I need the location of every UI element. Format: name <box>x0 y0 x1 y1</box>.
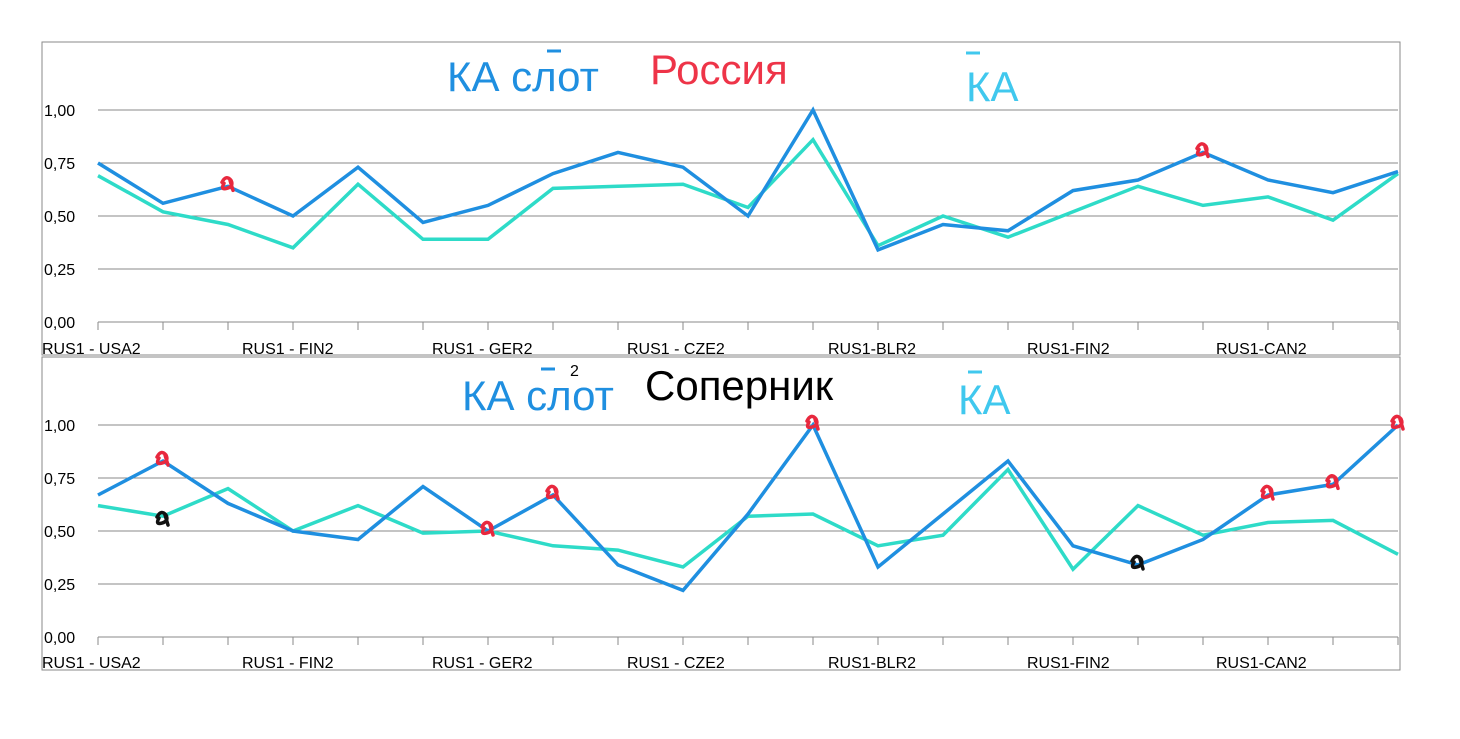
bottom-y-tick-label: 1,00 <box>44 418 75 435</box>
bottom-x-tick-label: RUS1 - USA2 <box>42 655 141 672</box>
bottom-annotation-mark <box>155 510 170 527</box>
top-x-tick-label: RUS1 - USA2 <box>42 341 141 358</box>
bottom-annotation-stroke <box>480 520 495 537</box>
bottom-annotation-stroke <box>545 484 560 501</box>
bottom-x-tick-label: RUS1 - GER2 <box>432 655 533 672</box>
bottom-x-tick-label: RUS1-BLR2 <box>828 655 916 672</box>
top-annotation-mark <box>220 176 235 193</box>
top-annotation-mark <box>1195 142 1210 159</box>
bottom-title-superscript: 2 <box>570 363 579 380</box>
top-title-ka-avg: КА <box>966 63 1018 110</box>
bottom-x-tick-label: RUS1 - FIN2 <box>242 655 334 672</box>
bottom-x-tick-label: RUS1 - CZE2 <box>627 655 725 672</box>
bottom-annotation-mark <box>1130 554 1145 571</box>
bottom-x-tick-label: RUS1-FIN2 <box>1027 655 1110 672</box>
bottom-y-tick-label: 0,75 <box>44 471 75 488</box>
bottom-annotation-mark <box>1260 484 1275 501</box>
bottom-y-tick-label: 0,50 <box>44 524 75 541</box>
top-annotation-stroke <box>220 176 235 193</box>
bottom-annotation-stroke <box>1130 554 1145 571</box>
bottom-plot-area: 0,00 0,25 0,50 0,75 1,00 RUS1 - USA2 RUS1 - FI… <box>42 414 1405 672</box>
top-series-ka-avg <box>97 136 1400 250</box>
top-y-tick-label: 0,50 <box>44 209 75 226</box>
top-x-tick-label: RUS1 - FIN2 <box>242 341 334 358</box>
top-title-ka-slot: КА слот <box>447 53 599 100</box>
top-x-tick-label: RUS1 - CZE2 <box>627 341 725 358</box>
top-x-tick-label: RUS1-CAN2 <box>1216 341 1307 358</box>
bottom-annotation-stroke <box>1390 414 1405 431</box>
top-x-tick-label: RUS1-FIN2 <box>1027 341 1110 358</box>
bottom-series-ka-slot <box>97 421 1400 593</box>
bottom-annotation-stroke <box>1260 484 1275 501</box>
bottom-title-opponent: Соперник <box>645 362 834 409</box>
top-y-tick-label: 0,25 <box>44 262 75 279</box>
bottom-x-tick-label: RUS1-CAN2 <box>1216 655 1307 672</box>
top-y-tick-label: 1,00 <box>44 103 75 120</box>
top-annotation-stroke <box>1195 142 1210 159</box>
bottom-y-tick-label: 0,25 <box>44 577 75 594</box>
top-plot-area: 0,00 0,25 0,50 0,75 1,00 RUS1 - USA2 RUS1 - FI… <box>42 103 1400 358</box>
top-x-tick-label: RUS1-BLR2 <box>828 341 916 358</box>
top-series-ka-slot <box>97 106 1399 253</box>
bottom-annotation-stroke <box>155 510 170 527</box>
top-y-tick-label: 0,00 <box>44 315 75 332</box>
top-y-tick-label: 0,75 <box>44 156 75 173</box>
bottom-title-ka-avg: КА <box>958 376 1010 423</box>
bottom-annotation-mark <box>1325 474 1340 491</box>
bottom-annotation-mark <box>545 484 560 501</box>
bottom-title-ka-slot: КА слот <box>462 372 614 419</box>
bottom-y-tick-label: 0,00 <box>44 630 75 647</box>
bottom-annotation-mark <box>805 414 820 431</box>
bottom-annotation-stroke <box>805 414 820 431</box>
bottom-annotation-stroke <box>155 450 170 467</box>
bottom-annotation-mark <box>480 520 495 537</box>
top-chart-title: КА слот Россия КА <box>447 46 1018 110</box>
bottom-chart-title: КА слот 2 Соперник КА <box>462 362 1010 423</box>
top-title-country: Россия <box>650 46 788 93</box>
top-x-tick-label: RUS1 - GER2 <box>432 341 533 358</box>
bottom-annotation-stroke <box>1325 474 1340 491</box>
bottom-annotation-mark <box>155 450 170 467</box>
bottom-annotation-mark <box>1390 414 1405 431</box>
